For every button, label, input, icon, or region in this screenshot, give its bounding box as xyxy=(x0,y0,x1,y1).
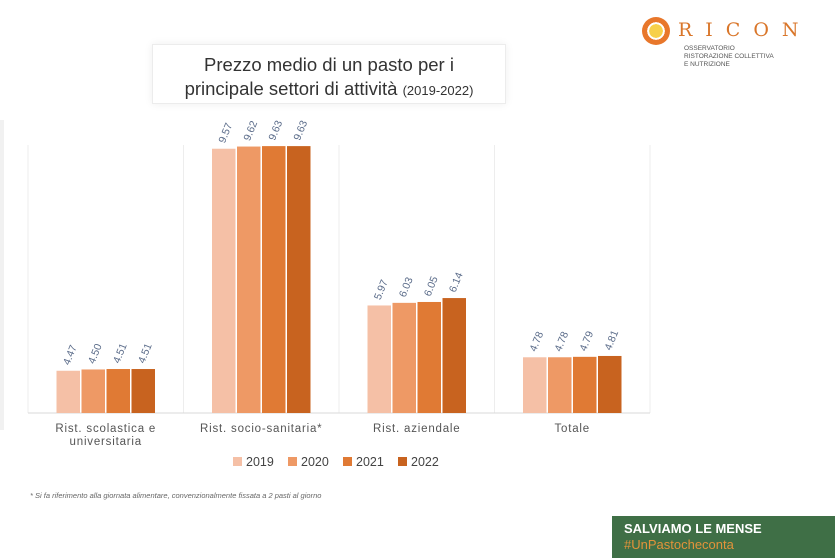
legend-swatch-2019 xyxy=(233,457,242,466)
banner-title: SALVIAMO LE MENSE xyxy=(624,521,762,536)
data-label-2019-1: 9.57 xyxy=(216,121,235,145)
banner-hashtag: #UnPastocheconta xyxy=(624,537,734,552)
bar-2019-2 xyxy=(367,305,391,413)
logo-o-circle xyxy=(642,17,670,45)
data-label-2020-3: 4.78 xyxy=(552,330,571,354)
chart-title-box: Prezzo medio di un pasto per i principal… xyxy=(152,44,506,104)
bar-2022-0 xyxy=(131,369,155,413)
category-label-0: universitaria xyxy=(70,436,142,448)
data-label-2019-3: 4.78 xyxy=(527,330,546,354)
footnote: * Si fa riferimento alla giornata alimen… xyxy=(30,491,322,500)
left-edge-decoration xyxy=(0,120,4,430)
bar-2019-0 xyxy=(56,370,80,413)
bar-2022-3 xyxy=(598,355,622,413)
bar-2021-3 xyxy=(573,356,597,413)
logo-sub-line1: OSSERVATORIO xyxy=(684,45,735,52)
data-label-2021-3: 4.79 xyxy=(577,329,596,353)
data-label-2020-0: 4.50 xyxy=(86,342,105,366)
bar-2020-3 xyxy=(548,357,572,413)
data-label-2020-2: 6.03 xyxy=(397,275,416,299)
logo-subtitle: OSSERVATORIO RISTORAZIONE COLLETTIVA E N… xyxy=(684,45,774,69)
data-label-2019-0: 4.47 xyxy=(61,343,80,367)
legend-swatch-2022 xyxy=(398,457,407,466)
oricon-logo: RICON OSSERVATORIO RISTORAZIONE COLLETTI… xyxy=(640,13,835,93)
bar-2021-0 xyxy=(106,369,130,413)
legend-swatch-2021 xyxy=(343,457,352,466)
logo-sub-line2: RISTORAZIONE COLLETTIVA xyxy=(684,53,774,60)
data-label-2022-0: 4.51 xyxy=(136,342,155,366)
data-label-2022-2: 6.14 xyxy=(447,271,466,295)
chart-title-years: (2019-2022) xyxy=(402,83,474,98)
bar-2022-2 xyxy=(442,298,466,413)
salviamo-banner: SALVIAMO LE MENSE #UnPastocheconta xyxy=(612,516,835,558)
bar-2021-2 xyxy=(417,301,441,413)
data-label-2021-0: 4.51 xyxy=(111,342,130,366)
legend-label-2021: 2021 xyxy=(356,455,384,469)
legend-label-2019: 2019 xyxy=(246,455,274,469)
chart-title-line1: Prezzo medio di un pasto per i xyxy=(204,54,454,75)
bar-2019-1 xyxy=(212,148,236,413)
bar-2021-1 xyxy=(262,146,286,413)
legend-label-2022: 2022 xyxy=(411,455,439,469)
data-label-2022-1: 9.63 xyxy=(291,119,310,143)
chart-title-line2: principale settori di attività (2019-202… xyxy=(153,78,505,100)
category-label-2: Rist. aziendale xyxy=(373,423,460,435)
logo-sub-line3: E NUTRIZIONE xyxy=(684,61,730,68)
bar-2020-0 xyxy=(81,369,105,413)
logo-wordmark: RICON xyxy=(678,19,812,41)
data-label-2021-2: 6.05 xyxy=(422,275,441,299)
legend-label-2020: 2020 xyxy=(301,455,329,469)
data-label-2020-1: 9.62 xyxy=(241,119,260,143)
data-label-2019-2: 5.97 xyxy=(372,278,391,302)
chart-title-main: principale settori di attività xyxy=(184,78,398,99)
bar-2020-1 xyxy=(237,146,261,413)
bar-2022-1 xyxy=(287,146,311,413)
legend-swatch-2020 xyxy=(288,457,297,466)
category-label-0: Rist. scolastica e xyxy=(55,423,156,435)
category-label-3: Totale xyxy=(555,423,591,435)
category-label-1: Rist. socio-sanitaria* xyxy=(200,423,322,435)
bar-2019-3 xyxy=(523,357,547,413)
data-label-2022-3: 4.81 xyxy=(602,328,621,352)
data-label-2021-1: 9.63 xyxy=(266,119,285,143)
bar-2020-2 xyxy=(392,302,416,413)
